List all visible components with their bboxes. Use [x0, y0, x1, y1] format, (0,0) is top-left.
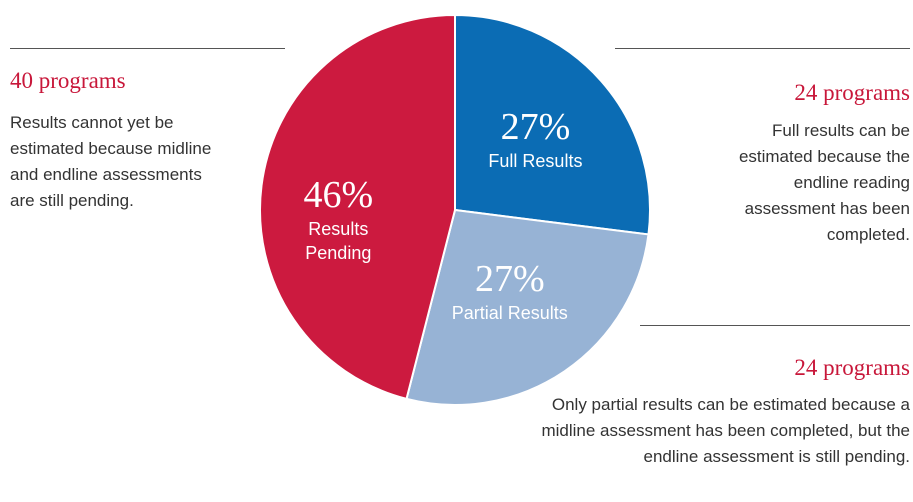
- annotation-text: Results cannot yet be estimated because …: [10, 113, 212, 210]
- slice-percent: 27%: [474, 257, 545, 300]
- slice-label: 27% Partial Results: [425, 257, 595, 325]
- slice-name: Partial Results: [451, 302, 568, 323]
- pie-slice: [454, 13, 651, 236]
- slice-label: 27% Full Results: [450, 105, 620, 173]
- annotation-text: Full results can be estimated because th…: [738, 121, 910, 244]
- slice-name: Results Pending: [305, 218, 372, 263]
- pie-slice: [259, 13, 456, 401]
- annotation-heading: 24 programs: [794, 80, 910, 105]
- pie-slice: [405, 208, 650, 406]
- slice-name: Full Results: [488, 151, 583, 172]
- slice-percent: 46%: [303, 173, 374, 216]
- annotation-text: Only partial results can be estimated be…: [541, 395, 910, 466]
- divider: [640, 325, 910, 326]
- annotation-heading: 24 programs: [794, 355, 910, 380]
- divider: [615, 48, 910, 49]
- slice-label: 46% Results Pending: [288, 173, 388, 265]
- slice-percent: 27%: [500, 106, 571, 149]
- annotation-heading: 40 programs: [10, 68, 126, 93]
- divider: [10, 48, 285, 49]
